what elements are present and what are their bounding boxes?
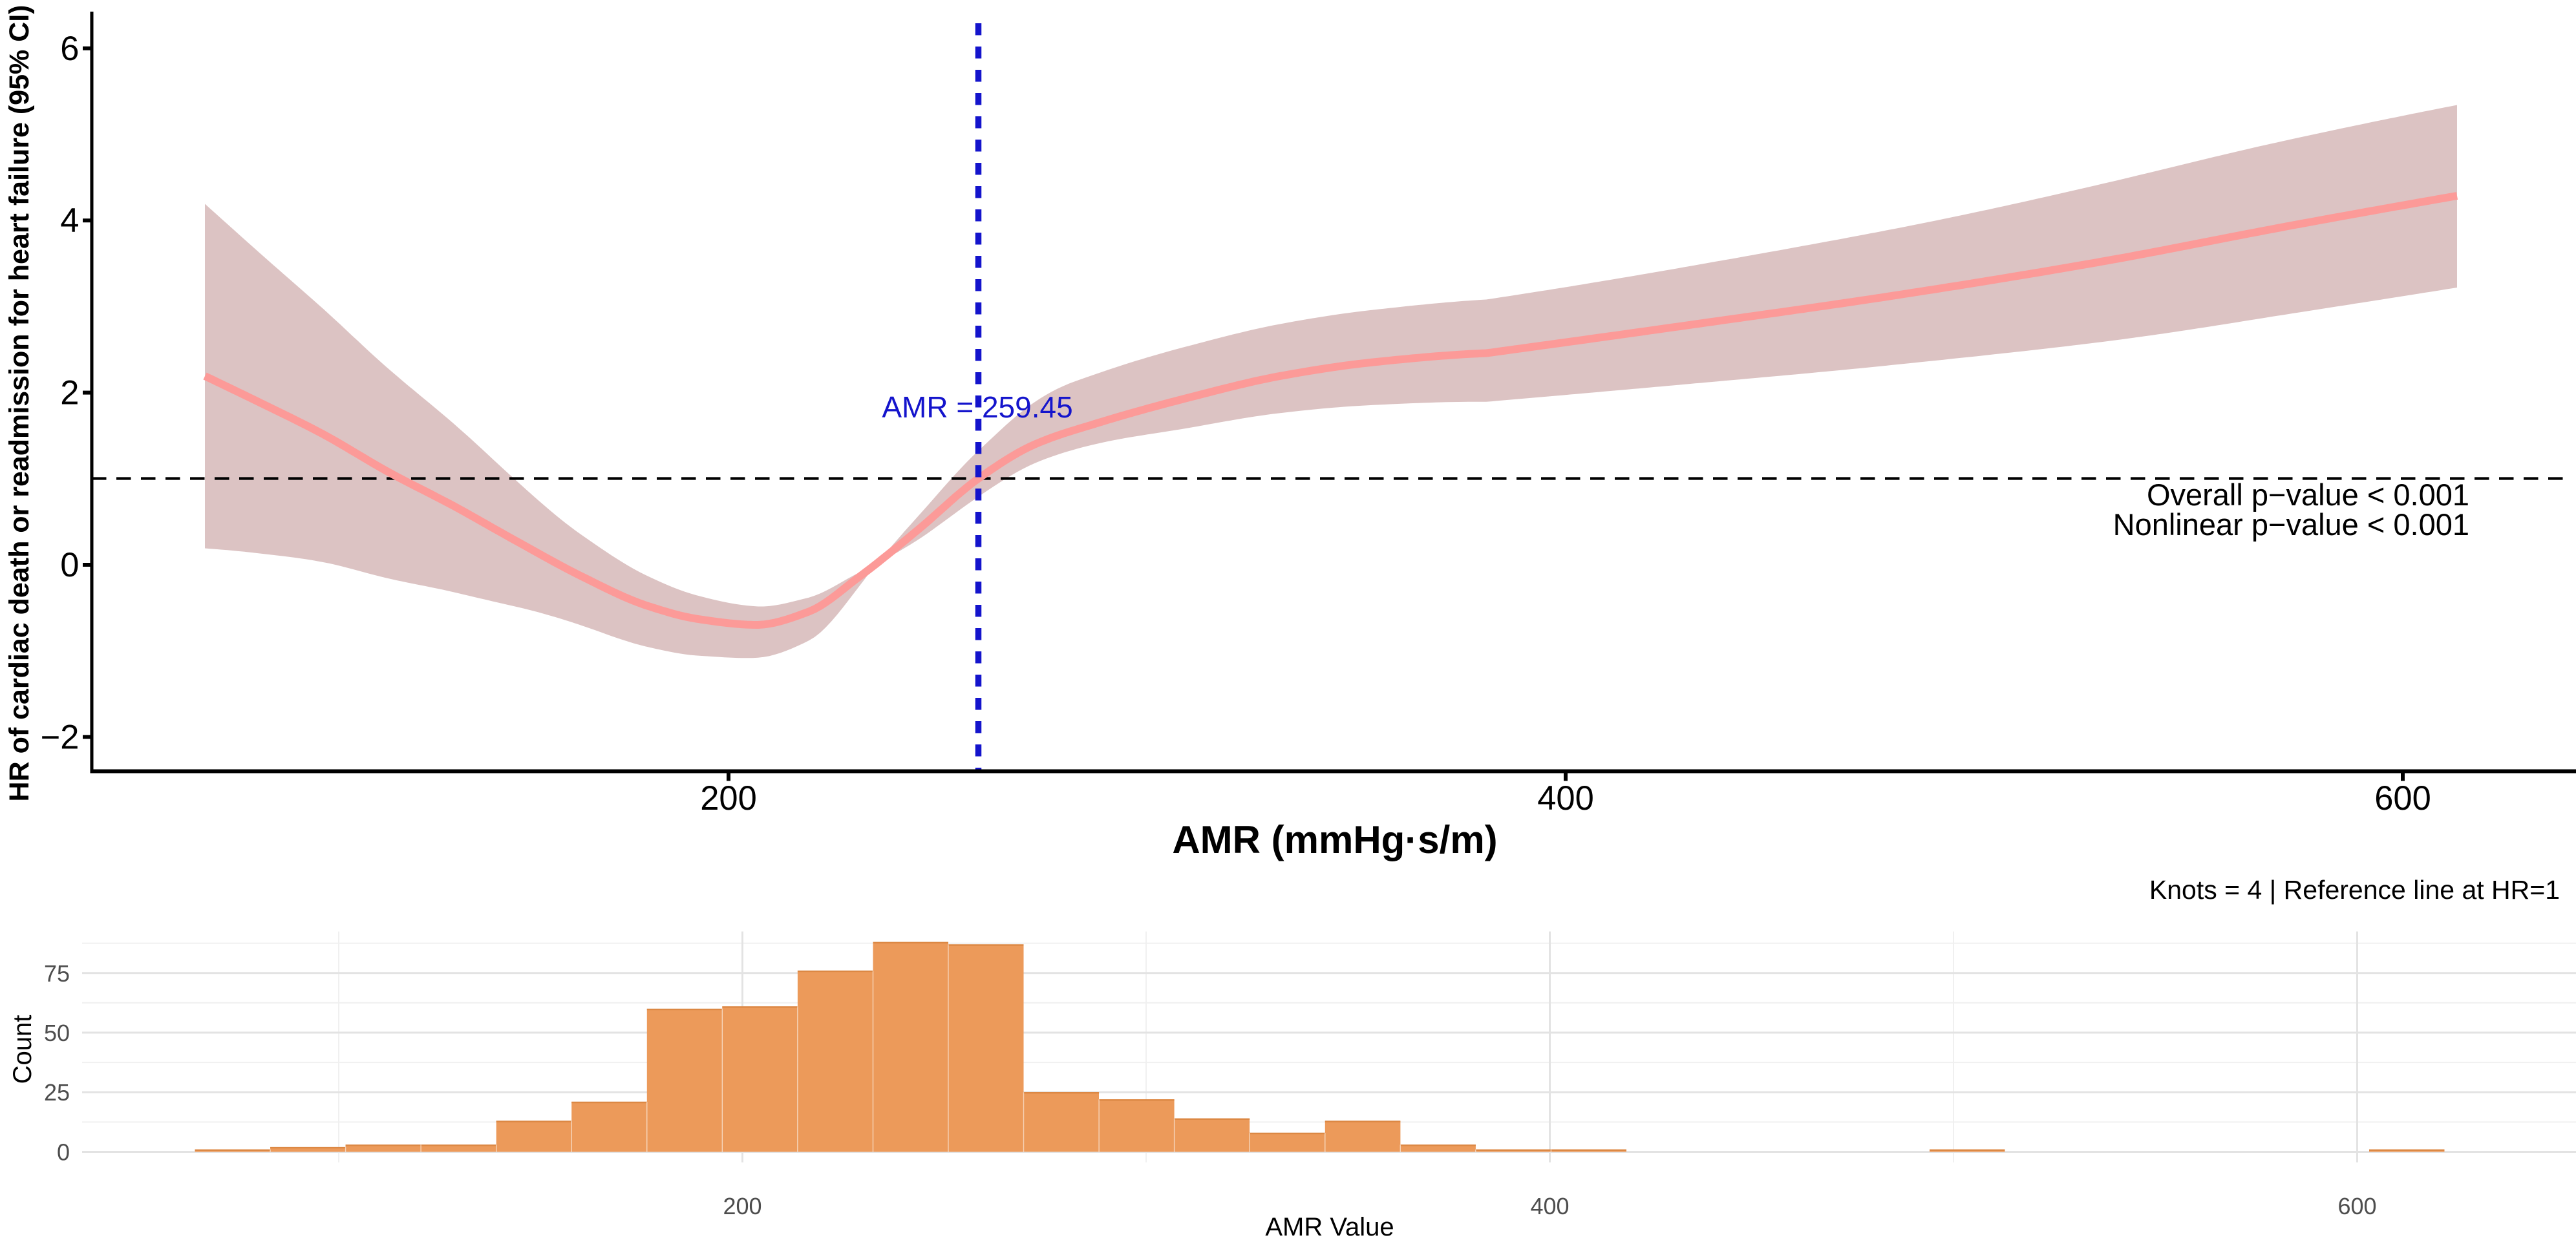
svg-text:Knots = 4 | Reference line at: Knots = 4 | Reference line at HR=1 xyxy=(2149,875,2560,905)
svg-text:0: 0 xyxy=(60,546,79,584)
svg-text:Count: Count xyxy=(8,1015,37,1084)
svg-text:600: 600 xyxy=(2374,779,2431,817)
svg-text:AMR (mmHg·s/m): AMR (mmHg·s/m) xyxy=(1172,818,1497,861)
svg-text:4: 4 xyxy=(60,202,79,240)
svg-text:HR of cardiac death or readmis: HR of cardiac death or readmission for h… xyxy=(4,5,35,802)
svg-text:25: 25 xyxy=(44,1079,70,1106)
svg-text:75: 75 xyxy=(44,960,70,987)
svg-text:−2: −2 xyxy=(41,718,80,756)
svg-text:400: 400 xyxy=(1530,1193,1569,1219)
svg-text:Overall p−value < 0.001: Overall p−value < 0.001 xyxy=(2147,478,2469,512)
svg-text:6: 6 xyxy=(60,30,79,68)
svg-text:400: 400 xyxy=(1537,779,1594,817)
svg-text:Nonlinear p−value < 0.001: Nonlinear p−value < 0.001 xyxy=(2113,507,2469,542)
svg-text:50: 50 xyxy=(44,1020,70,1046)
svg-text:200: 200 xyxy=(723,1193,761,1219)
svg-text:200: 200 xyxy=(700,779,757,817)
svg-text:AMR Value: AMR Value xyxy=(1265,1213,1394,1241)
svg-text:2: 2 xyxy=(60,374,79,412)
svg-text:0: 0 xyxy=(57,1139,70,1166)
svg-text:AMR = 259.45: AMR = 259.45 xyxy=(882,390,1072,424)
svg-text:600: 600 xyxy=(2337,1193,2376,1219)
